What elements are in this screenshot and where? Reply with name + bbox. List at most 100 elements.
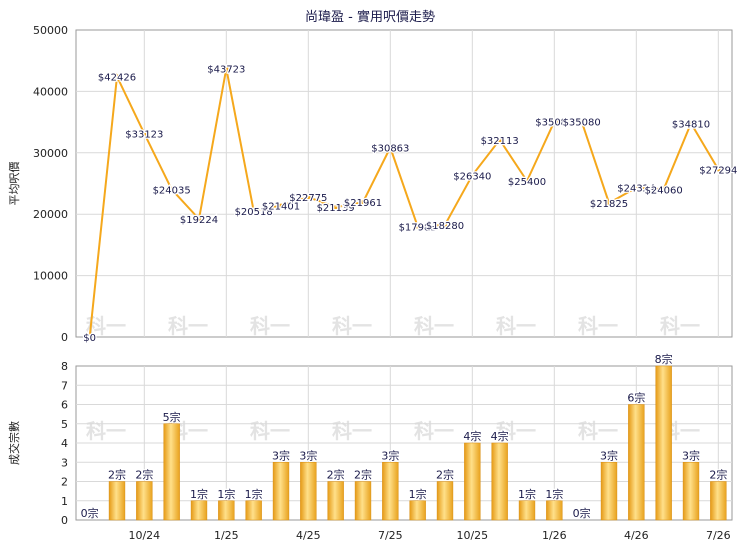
count-bar	[628, 404, 645, 521]
price-data-label: $33123	[125, 130, 163, 141]
count-bar	[327, 481, 344, 521]
count-bar	[655, 365, 672, 521]
price-data-label: $35080	[563, 118, 601, 129]
count-data-label: 1宗	[545, 487, 563, 501]
watermark-text: 科一	[86, 419, 126, 443]
price-point	[115, 74, 119, 79]
price-point	[388, 145, 393, 150]
price-point	[333, 205, 338, 210]
price-plot-frame	[75, 29, 733, 338]
count-bar	[190, 500, 208, 521]
x-tick-label: 10/24	[128, 529, 160, 542]
price-data-label: $30863	[371, 144, 409, 155]
price-point	[661, 187, 666, 192]
count-data-label: 1宗	[409, 487, 427, 501]
price-y-tick: 10000	[33, 270, 68, 283]
price-data-label: $32113	[481, 136, 519, 147]
price-data-label: $24324	[617, 184, 655, 195]
price-data-label: $17983	[399, 223, 437, 234]
price-data-label: $43723	[207, 65, 245, 76]
count-y-tick: 6	[61, 399, 68, 412]
count-bar	[245, 500, 262, 521]
price-point	[279, 203, 283, 208]
count-bar	[300, 462, 317, 521]
x-tick-label: 1/26	[542, 529, 567, 542]
x-tick-label: 7/25	[378, 529, 403, 542]
price-data-label: $19224	[180, 215, 218, 226]
count-data-label: 3宗	[600, 448, 618, 462]
count-y-tick: 7	[61, 379, 68, 392]
watermark-text: 科一	[496, 419, 536, 443]
count-bar	[218, 500, 235, 521]
price-data-label: $26340	[453, 171, 491, 182]
price-data-label: $24060	[645, 185, 683, 196]
price-point	[169, 187, 174, 192]
price-point	[361, 200, 365, 205]
price-data-label: $22775	[289, 193, 327, 204]
count-data-label: 5宗	[163, 410, 181, 424]
count-data-label: 2宗	[327, 468, 345, 482]
watermark-text: 科一	[250, 419, 290, 443]
watermark-text: 科一	[414, 419, 454, 443]
count-bar	[682, 462, 700, 521]
count-data-label: 1宗	[518, 487, 536, 501]
price-y-tick: 20000	[33, 208, 68, 221]
count-data-label: 4宗	[463, 429, 481, 443]
x-tick-label: 10/25	[456, 529, 488, 542]
count-data-label: 8宗	[655, 352, 673, 366]
count-y-tick: 2	[61, 476, 68, 489]
price-data-label: $21961	[344, 198, 382, 209]
x-tick-label: 4/26	[624, 529, 649, 542]
count-bar	[136, 481, 153, 521]
price-point	[689, 121, 693, 126]
count-data-label: 3宗	[381, 448, 399, 462]
price-point	[716, 167, 721, 172]
count-data-label: 1宗	[217, 487, 235, 501]
x-tick-label: 1/25	[214, 529, 239, 542]
price-data-label: $24035	[153, 185, 191, 196]
price-data-label: $35080	[535, 118, 573, 129]
price-data-label: $21825	[590, 199, 628, 210]
count-bar	[546, 500, 563, 521]
price-y-tick: 30000	[33, 147, 68, 160]
count-data-label: 2宗	[354, 468, 372, 482]
count-bar	[409, 500, 426, 521]
watermark-text: 科一	[332, 314, 372, 338]
price-point	[87, 335, 92, 339]
watermark-text: 科一	[168, 314, 208, 338]
count-data-label: 2宗	[709, 468, 727, 482]
price-point	[306, 195, 311, 200]
count-y-tick: 0	[61, 514, 68, 527]
count-bar	[518, 500, 536, 521]
watermark-text: 科一	[332, 419, 372, 443]
count-bar	[272, 462, 290, 521]
count-bar	[163, 423, 180, 521]
price-data-label: $18280	[426, 221, 464, 232]
watermark-text: 科一	[250, 314, 290, 338]
price-point	[607, 200, 611, 205]
price-y-axis-label: 平均呎價	[7, 162, 21, 206]
count-data-label: 3宗	[272, 448, 290, 462]
price-data-label: $0	[83, 333, 96, 344]
price-point	[552, 119, 557, 124]
price-point	[224, 66, 229, 71]
price-data-label: $20518	[235, 207, 273, 218]
price-data-label: $34810	[672, 119, 710, 130]
count-y-tick: 3	[61, 456, 68, 469]
price-point	[251, 209, 256, 214]
price-data-label: $42426	[98, 73, 136, 84]
count-data-label: 2宗	[436, 468, 454, 482]
price-data-label: $21139	[317, 203, 355, 214]
x-tick-label: 7/26	[706, 529, 731, 542]
price-point	[634, 185, 639, 190]
count-bar	[710, 481, 727, 521]
chart-title: 尚瑋盈 - 實用呎價走勢	[305, 10, 435, 25]
count-bar	[464, 442, 481, 521]
count-y-tick: 1	[61, 495, 68, 508]
count-data-label: 3宗	[682, 448, 700, 462]
price-point	[415, 224, 420, 229]
count-data-label: 0宗	[573, 506, 591, 520]
count-bar	[354, 481, 372, 521]
watermark-text: 科一	[578, 314, 618, 338]
